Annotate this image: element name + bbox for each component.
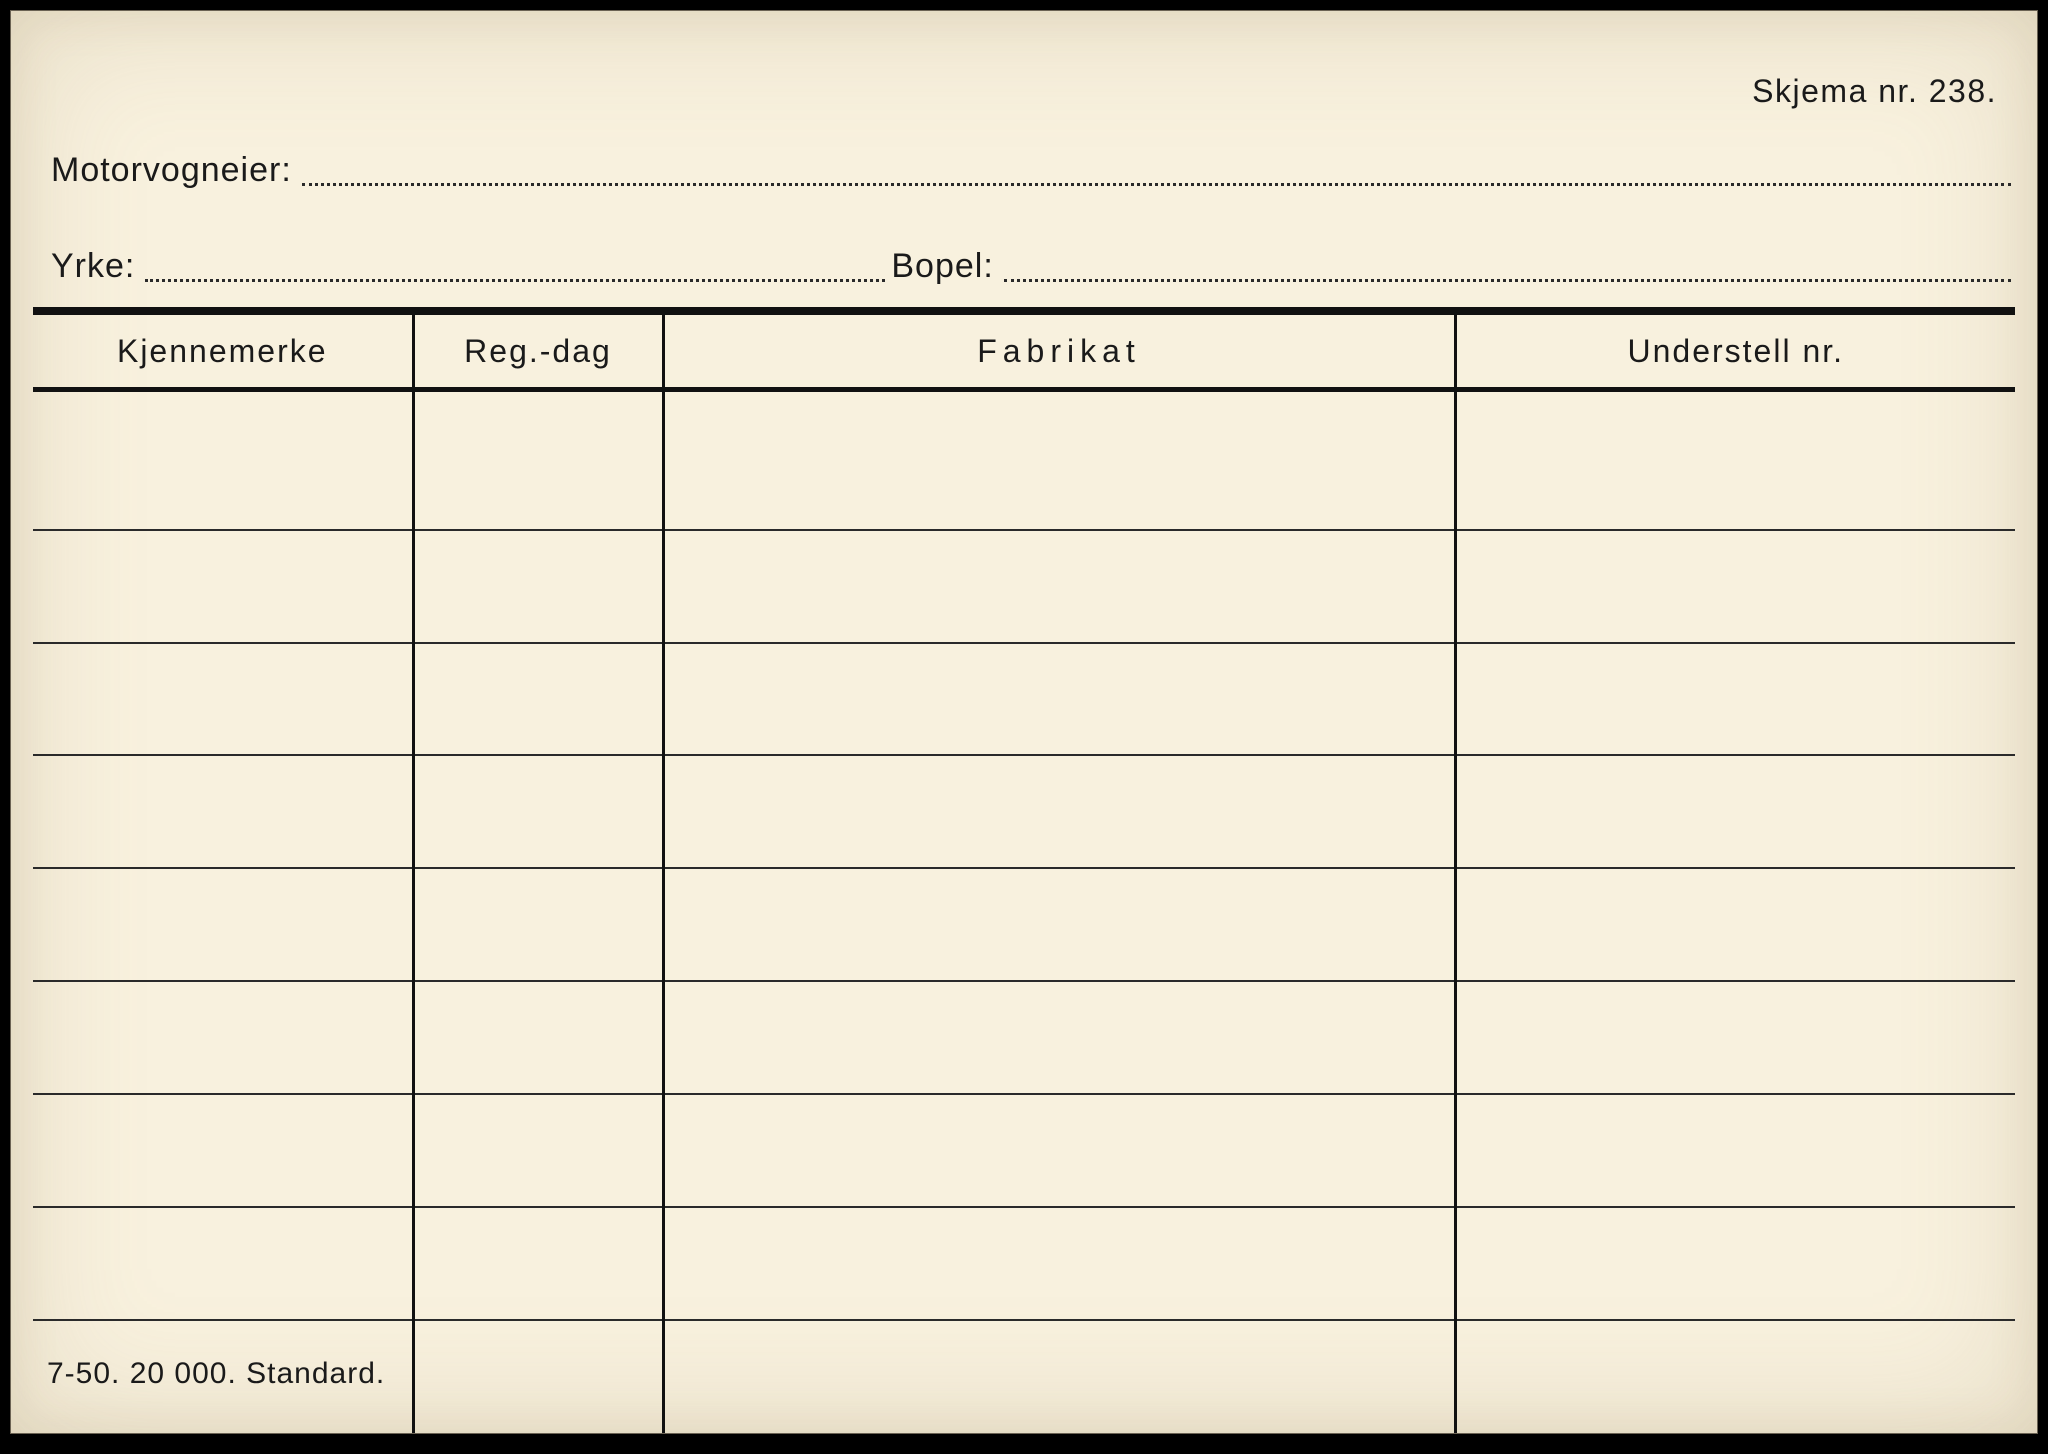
occupation-residence-row: Yrke: Bopel: bbox=[51, 247, 2017, 288]
cell-kjennemerke[interactable] bbox=[33, 981, 413, 1094]
table-row bbox=[33, 390, 2015, 530]
table-row bbox=[33, 868, 2015, 981]
col-fabrikat: Fabrikat bbox=[663, 315, 1455, 390]
cell-fabrikat[interactable] bbox=[663, 1320, 1455, 1433]
cell-understell[interactable] bbox=[1455, 390, 2015, 530]
cell-kjennemerke[interactable] bbox=[33, 755, 413, 868]
table-row bbox=[33, 755, 2015, 868]
table-row bbox=[33, 981, 2015, 1094]
cell-understell[interactable] bbox=[1455, 1207, 2015, 1320]
cell-reg-dag[interactable] bbox=[413, 981, 663, 1094]
occupation-label: Yrke: bbox=[51, 247, 135, 288]
cell-reg-dag[interactable] bbox=[413, 530, 663, 643]
occupation-input-line[interactable] bbox=[145, 279, 885, 282]
vehicle-table: Kjennemerke Reg.-dag Fabrikat Understell… bbox=[33, 315, 2015, 1433]
cell-understell[interactable] bbox=[1455, 530, 2015, 643]
cell-reg-dag[interactable] bbox=[413, 1320, 663, 1433]
cell-fabrikat[interactable] bbox=[663, 643, 1455, 756]
col-understell-nr: Understell nr. bbox=[1455, 315, 2015, 390]
cell-reg-dag[interactable] bbox=[413, 755, 663, 868]
cell-understell[interactable] bbox=[1455, 1320, 2015, 1433]
cell-understell[interactable] bbox=[1455, 868, 2015, 981]
table-header-row: Kjennemerke Reg.-dag Fabrikat Understell… bbox=[33, 315, 2015, 390]
table-row bbox=[33, 530, 2015, 643]
owner-row: Motorvogneier: bbox=[51, 151, 2017, 192]
cell-reg-dag[interactable] bbox=[413, 390, 663, 530]
cell-understell[interactable] bbox=[1455, 981, 2015, 1094]
cell-fabrikat[interactable] bbox=[663, 755, 1455, 868]
header-rule bbox=[33, 307, 2015, 315]
cell-kjennemerke[interactable] bbox=[33, 1094, 413, 1207]
cell-fabrikat[interactable] bbox=[663, 530, 1455, 643]
table-row bbox=[33, 1207, 2015, 1320]
residence-input-line[interactable] bbox=[1004, 279, 2011, 282]
cell-fabrikat[interactable] bbox=[663, 868, 1455, 981]
cell-understell[interactable] bbox=[1455, 755, 2015, 868]
cell-kjennemerke[interactable] bbox=[33, 530, 413, 643]
cell-reg-dag[interactable] bbox=[413, 868, 663, 981]
form-number: Skjema nr. 238. bbox=[1752, 73, 1997, 110]
cell-reg-dag[interactable] bbox=[413, 1094, 663, 1207]
cell-reg-dag[interactable] bbox=[413, 643, 663, 756]
cell-kjennemerke[interactable] bbox=[33, 643, 413, 756]
cell-kjennemerke[interactable] bbox=[33, 1207, 413, 1320]
cell-fabrikat[interactable] bbox=[663, 390, 1455, 530]
owner-label: Motorvogneier: bbox=[51, 151, 292, 192]
cell-reg-dag[interactable] bbox=[413, 1207, 663, 1320]
col-reg-dag: Reg.-dag bbox=[413, 315, 663, 390]
cell-understell[interactable] bbox=[1455, 1094, 2015, 1207]
residence-label: Bopel: bbox=[891, 247, 993, 288]
registration-card: Skjema nr. 238. Motorvogneier: Yrke: Bop… bbox=[10, 10, 2038, 1434]
table-row bbox=[33, 1094, 2015, 1207]
print-footer: 7-50. 20 000. Standard. bbox=[47, 1357, 385, 1391]
cell-kjennemerke[interactable] bbox=[33, 868, 413, 981]
cell-fabrikat[interactable] bbox=[663, 981, 1455, 1094]
cell-fabrikat[interactable] bbox=[663, 1207, 1455, 1320]
cell-understell[interactable] bbox=[1455, 643, 2015, 756]
cell-kjennemerke[interactable] bbox=[33, 390, 413, 530]
vehicle-table-wrap: Kjennemerke Reg.-dag Fabrikat Understell… bbox=[33, 315, 2015, 1433]
table-row bbox=[33, 643, 2015, 756]
col-kjennemerke: Kjennemerke bbox=[33, 315, 413, 390]
owner-input-line[interactable] bbox=[302, 183, 2011, 186]
cell-fabrikat[interactable] bbox=[663, 1094, 1455, 1207]
